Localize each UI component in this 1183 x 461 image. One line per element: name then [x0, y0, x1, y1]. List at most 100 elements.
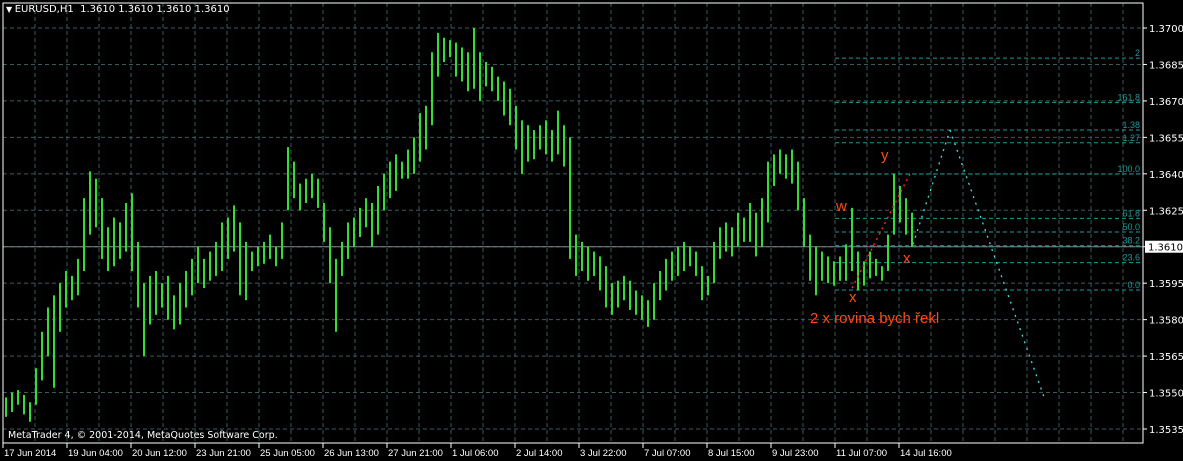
fib-level-label: 0.0 [1127, 280, 1140, 290]
price-bar [239, 222, 241, 296]
price-bar [527, 125, 529, 162]
price-bar [497, 76, 499, 101]
x-tick-label: 23 Jun 21:00 [196, 448, 251, 459]
price-bar [341, 241, 343, 276]
price-bar [725, 222, 727, 252]
price-bar [29, 402, 31, 422]
current-price-box [1145, 240, 1183, 253]
grid [3, 3, 1143, 443]
price-bar [353, 217, 355, 247]
price-bar [101, 198, 103, 259]
price-bar [845, 244, 847, 281]
price-bar [65, 271, 67, 308]
fib-level-label: 161.8 [1117, 92, 1140, 102]
price-bar [431, 52, 433, 126]
chart-header: ▼ EURUSD,H1 1.3610 1.3610 1.3610 1.3610 [6, 4, 230, 15]
price-bar [557, 110, 559, 155]
x-tick-label: 2 Jul 14:00 [516, 448, 562, 459]
price-bar [155, 271, 157, 315]
price-bar [485, 62, 487, 87]
label-x-2: x [903, 250, 911, 267]
price-bar [419, 113, 421, 162]
price-bar [137, 241, 139, 308]
price-bar [329, 227, 331, 284]
price-bar [491, 66, 493, 92]
x-tick-label: 9 Jul 23:00 [772, 448, 818, 459]
price-bar [683, 241, 685, 272]
price-bar [785, 154, 787, 179]
price-bar [821, 251, 823, 281]
price-bar [503, 81, 505, 116]
price-bar [635, 290, 637, 315]
price-bar [287, 147, 289, 211]
price-bar [191, 258, 193, 296]
price-bar [827, 256, 829, 284]
fib-level-label: 50.0 [1122, 222, 1140, 232]
price-bar [731, 227, 733, 257]
price-bar [593, 251, 595, 276]
price-bar [425, 105, 427, 150]
price-bar [521, 120, 523, 174]
y-tick-label: 1.3550 [1149, 389, 1183, 400]
price-bar [881, 266, 883, 281]
price-bar [461, 47, 463, 82]
price-bar [773, 154, 775, 186]
ohlc-values: 1.3610 1.3610 1.3610 1.3610 [80, 4, 230, 15]
y-tick-label: 1.3700 [1149, 24, 1183, 35]
fib-level-label: 1.27 [1122, 133, 1140, 143]
watermark: MetaTrader 4, © 2001-2014, MetaQuotes So… [8, 430, 278, 441]
price-bar [623, 275, 625, 301]
price-bar [395, 154, 397, 191]
price-bar [515, 105, 517, 150]
y-tick-label: 1.3595 [1149, 279, 1183, 290]
price-bar [389, 161, 391, 199]
price-bar [221, 222, 223, 272]
price-bar [443, 37, 445, 63]
price-bar [905, 198, 907, 235]
price-bar [77, 258, 79, 296]
x-tick-label: 27 Jun 21:00 [388, 448, 443, 459]
y-tick-label: 1.3685 [1149, 60, 1183, 71]
price-bar [833, 261, 835, 286]
y-tick-label: 1.3640 [1149, 170, 1183, 181]
plot-border [2, 2, 1144, 444]
price-bar [47, 307, 49, 357]
price-bar [581, 241, 583, 272]
fibonacci-levels: 0.0 23.6 38.2 50.0 61.8 100.0 1.27 1.38 161.8 2 [835, 48, 1140, 291]
price-bar [251, 251, 253, 272]
price-bar [167, 275, 169, 320]
y-tick-label: 1.3625 [1149, 206, 1183, 217]
price-bar [701, 266, 703, 301]
price-bar [131, 193, 133, 272]
price-bar [5, 397, 7, 417]
price-bar [245, 241, 247, 301]
collapse-triangle-icon[interactable]: ▼ [6, 5, 15, 14]
price-bar [113, 217, 115, 267]
x-tick-label: 26 Jun 13:00 [324, 448, 379, 459]
price-bar [761, 198, 763, 247]
symbol-label: EURUSD,H1 [14, 4, 74, 15]
price-bar [365, 198, 367, 228]
price-bar [185, 271, 187, 308]
price-bar [377, 185, 379, 235]
price-bar [569, 137, 571, 259]
comment-text: 2 x rovina bych řekl [810, 310, 940, 327]
price-bar [791, 149, 793, 184]
fib-level-label: 1.38 [1122, 120, 1140, 130]
price-bar [479, 52, 481, 101]
price-bar [23, 394, 25, 415]
price-bar [293, 161, 295, 199]
price-bar [605, 266, 607, 308]
x-tick-label: 14 Jul 16:00 [900, 448, 952, 459]
price-bar [449, 40, 451, 58]
price-bar [755, 212, 757, 257]
price-bar [83, 198, 85, 272]
price-bar [803, 198, 805, 247]
price-bar [887, 234, 889, 272]
y-tick-label: 1.3655 [1149, 133, 1183, 144]
price-bar [311, 173, 313, 199]
price-bar [767, 161, 769, 223]
price-bar [695, 251, 697, 276]
